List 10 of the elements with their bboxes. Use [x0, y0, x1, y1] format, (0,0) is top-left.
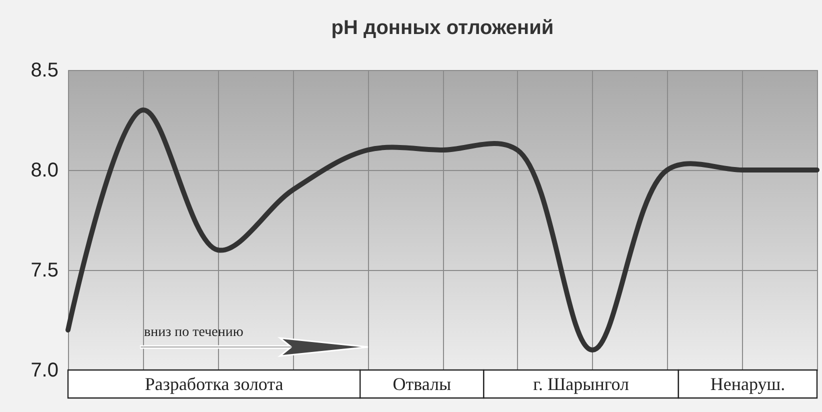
y-tick-label: 7.0: [30, 360, 58, 382]
text: г. Шарынгол: [533, 374, 630, 394]
chart-title: pH донных отложений: [331, 17, 554, 39]
y-tick-label: 8.5: [30, 60, 58, 82]
text: Отвалы: [392, 374, 452, 394]
text: Ненаруш.: [710, 374, 786, 394]
text: Разработка золота: [144, 374, 284, 394]
y-tick-label: 7.5: [30, 260, 58, 282]
y-tick-label: 8.0: [30, 160, 58, 182]
annotation: вниз по течению: [144, 325, 244, 340]
